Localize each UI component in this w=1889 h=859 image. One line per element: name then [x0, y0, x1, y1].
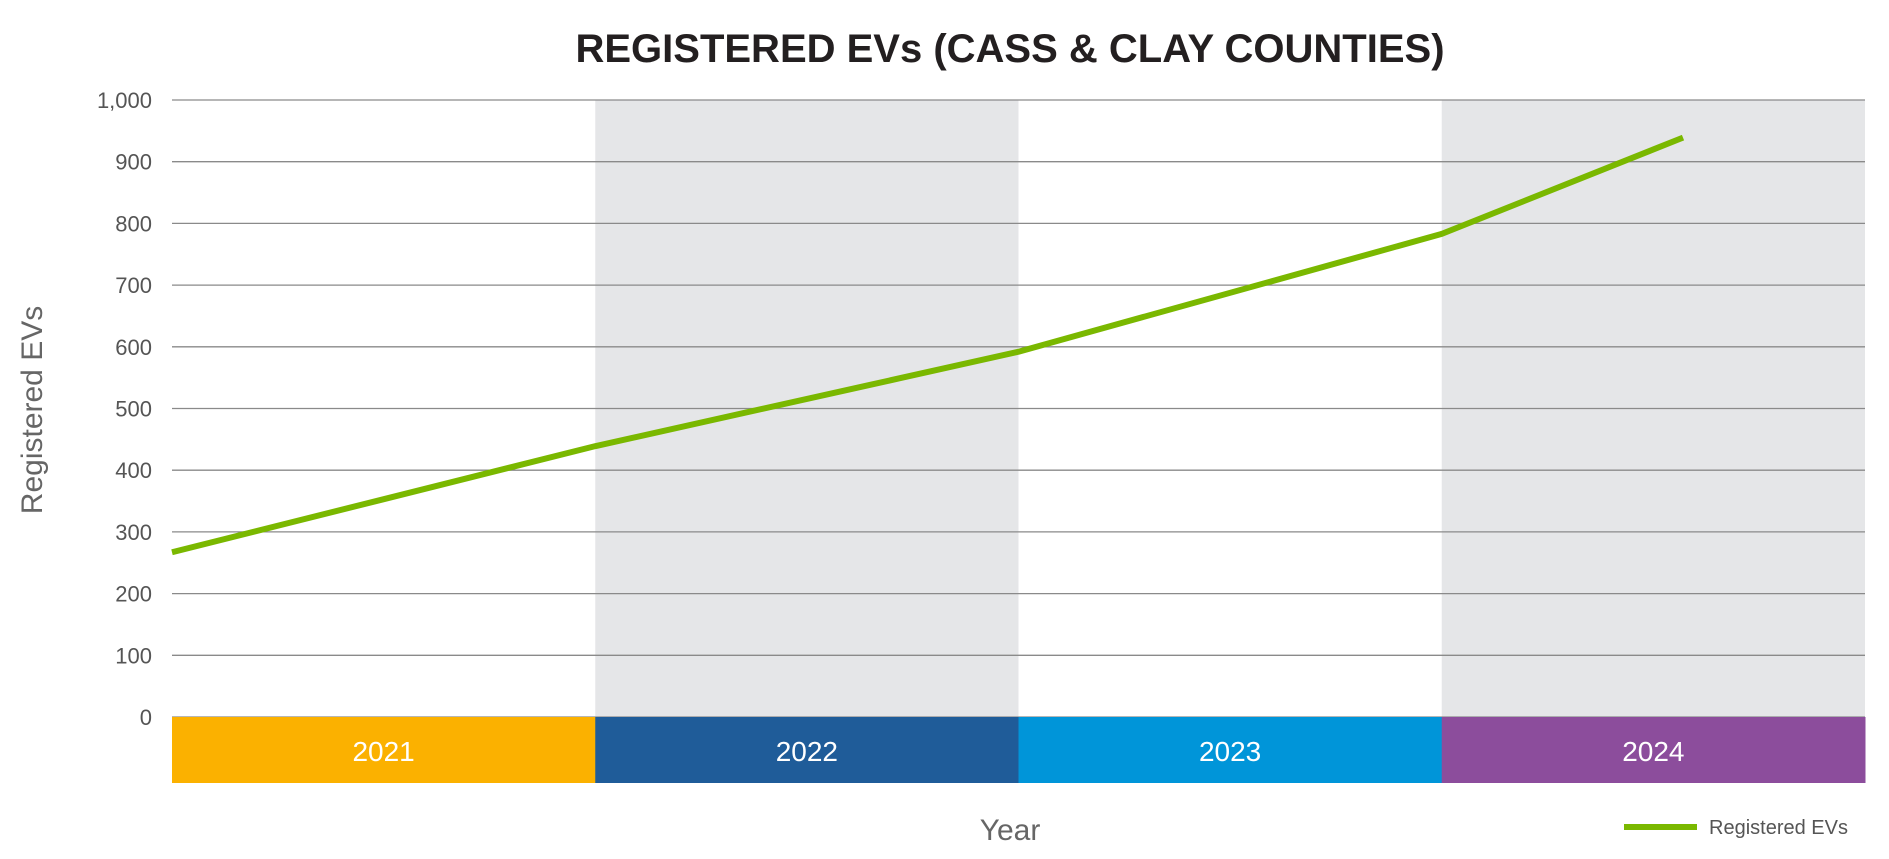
x-axis-label: Year	[980, 814, 1041, 847]
y-tick-label: 900	[115, 150, 152, 175]
y-tick-label: 600	[115, 335, 152, 360]
legend-label: Registered EVs	[1709, 817, 1848, 839]
y-tick-label: 500	[115, 397, 152, 422]
y-tick-label: 1,000	[97, 88, 152, 113]
y-axis-label: Registered EVs	[16, 306, 49, 514]
year-cell	[1441, 717, 1866, 783]
y-tick-label: 0	[140, 705, 152, 730]
year-cell	[1018, 717, 1443, 783]
year-cell	[595, 717, 1019, 783]
y-tick-label: 200	[115, 582, 152, 607]
y-tick-label: 300	[115, 520, 152, 545]
year-category-bar: 2021 2022 2023 2024	[172, 717, 1866, 783]
y-tick-labels: 0 100 200 300 400 500 600 700 800 900 1,000	[97, 88, 152, 730]
year-cell	[172, 717, 596, 783]
y-tick-label: 400	[115, 458, 152, 483]
y-tick-label: 700	[115, 273, 152, 298]
x-tick-label: 2023	[1199, 736, 1261, 767]
series-lines	[171, 134, 1685, 556]
x-tick-label: 2022	[776, 736, 838, 767]
x-tick-label: 2021	[352, 736, 414, 767]
y-tick-label: 100	[115, 643, 152, 668]
y-tick-label: 800	[115, 211, 152, 236]
chart-title: REGISTERED EVs (CASS & CLAY COUNTIES)	[575, 27, 1444, 71]
x-tick-label: 2024	[1622, 736, 1684, 767]
legend: Registered EVs	[1624, 817, 1848, 839]
